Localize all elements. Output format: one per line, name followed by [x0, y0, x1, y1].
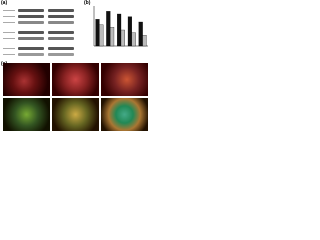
bar [138, 21, 143, 47]
bar [117, 13, 122, 47]
panel-label: (b) [84, 0, 91, 6]
bar [106, 11, 111, 47]
bar [120, 29, 125, 47]
micrograph [101, 98, 148, 131]
micrograph [52, 98, 99, 131]
micrograph [3, 63, 50, 96]
bar [95, 19, 100, 47]
bar-chart [93, 6, 148, 47]
bar [127, 16, 132, 47]
micrograph [52, 63, 99, 96]
bar [110, 27, 115, 47]
figure: (a) (b) (c) [0, 0, 150, 133]
western-blot [3, 9, 74, 56]
bar [131, 32, 136, 47]
micrograph [3, 98, 50, 131]
panel-label: (a) [1, 0, 8, 6]
bar [99, 24, 104, 47]
micrograph [101, 63, 148, 96]
bar [142, 35, 147, 47]
